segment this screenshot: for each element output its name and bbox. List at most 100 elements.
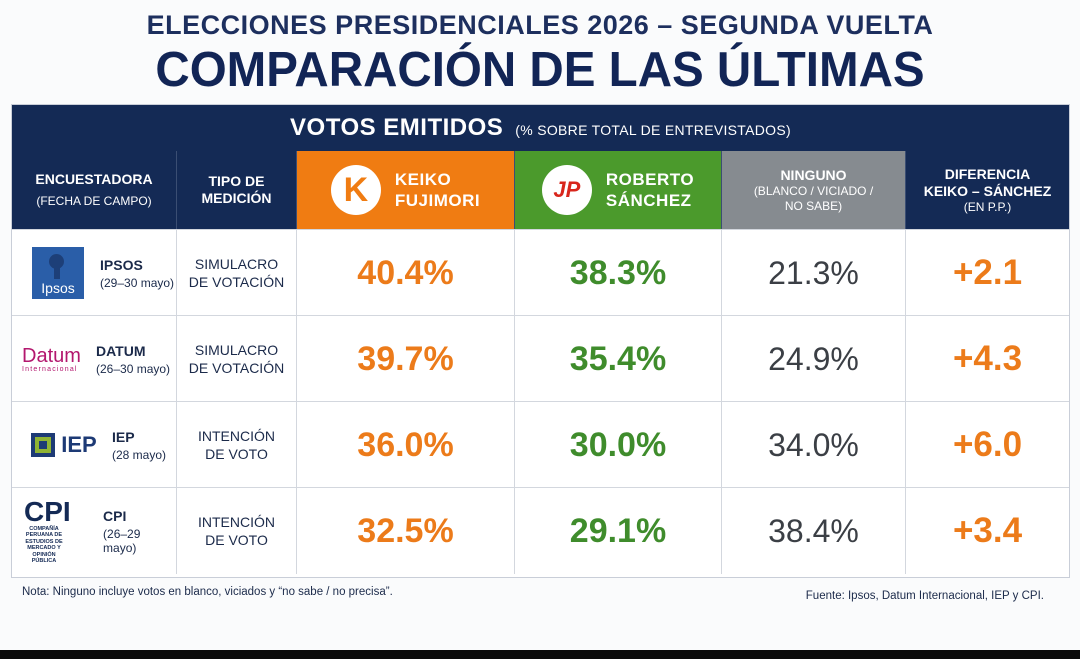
type-cell: INTENCIÓN DE VOTO — [177, 402, 297, 488]
keiko-value-cell: 36.0% — [297, 402, 515, 488]
col-header-none-sub2: NO SABE) — [784, 198, 843, 213]
col-header-none-label: NINGUNO — [780, 166, 847, 183]
pollster-date: (28 mayo) — [112, 447, 167, 462]
pollster-date: (26–29 mayo) — [103, 526, 141, 555]
keiko-value-cell: 39.7% — [297, 316, 515, 402]
type-line1: INTENCIÓN — [198, 514, 275, 530]
type-line2: DE VOTACIÓN — [188, 360, 285, 376]
none-value-cell: 21.3% — [722, 230, 906, 316]
cpi-logo-icon: CPI — [24, 495, 71, 527]
col-header-diff-line2: KEIKO – SÁNCHEZ — [923, 182, 1052, 199]
datum-logo-sub: Internacional — [22, 365, 78, 373]
sanchez-value-cell: 38.3% — [515, 230, 722, 316]
diff-value-cell: +6.0 — [906, 402, 1069, 488]
keiko-value: 40.4% — [357, 253, 454, 292]
keiko-value: 32.5% — [357, 511, 454, 550]
none-value-cell: 34.0% — [722, 402, 906, 488]
sanchez-value-cell: 30.0% — [515, 402, 722, 488]
none-value: 21.3% — [768, 254, 859, 291]
type-line1: SIMULACRO — [194, 342, 279, 358]
pollster-name: IPSOS — [100, 256, 143, 273]
none-value: 24.9% — [768, 340, 859, 377]
pollster-date: (26–30 mayo) — [96, 361, 171, 376]
type-cell: SIMULACRO DE VOTACIÓN — [177, 316, 297, 402]
cpi-logo-sub: COMPAÑÍA PERUANA DE ESTUDIOS DE MERCADO … — [25, 525, 63, 565]
sanchez-value-cell: 29.1% — [515, 488, 722, 574]
pollster-cell: CPI COMPAÑÍA PERUANA DE ESTUDIOS DE MERC… — [12, 488, 177, 574]
col-header-pollster-sub: (FECHA DE CAMPO) — [36, 194, 152, 208]
keiko-value-cell: 40.4% — [297, 230, 515, 316]
type-cell: SIMULACRO DE VOTACIÓN — [177, 230, 297, 316]
col-header-diff-sub: (EN P.P.) — [963, 199, 1012, 214]
page-subtitle: ELECCIONES PRESIDENCIALES 2026 – SEGUNDA… — [146, 10, 934, 40]
sanchez-logo-letter: JP — [553, 177, 581, 202]
keiko-value-cell: 32.5% — [297, 488, 515, 574]
band-subtitle: (% SOBRE TOTAL DE ENTREVISTADOS) — [515, 122, 791, 138]
keiko-logo-letter: K — [343, 170, 369, 209]
table-row: CPI COMPAÑÍA PERUANA DE ESTUDIOS DE MERC… — [12, 487, 1069, 574]
sanchez-logo-icon: JP — [541, 165, 592, 215]
poll-table: VOTOS EMITIDOS (% SOBRE TOTAL DE ENTREVI… — [11, 104, 1070, 578]
diff-value-cell: +3.4 — [906, 488, 1069, 574]
type-line1: INTENCIÓN — [198, 428, 275, 444]
bottom-bar — [0, 650, 1080, 659]
none-value: 38.4% — [768, 512, 859, 549]
diff-value-cell: +2.1 — [906, 230, 1069, 316]
pollster-cell: IEP IEP (28 mayo) — [12, 402, 177, 488]
diff-value: +4.3 — [952, 339, 1023, 378]
sanchez-value-cell: 35.4% — [515, 316, 722, 402]
iep-logo-icon — [31, 433, 56, 457]
ipsos-logo-icon: Ipsos — [32, 247, 84, 299]
footnote: Nota: Ninguno incluye votos en blanco, v… — [22, 586, 393, 598]
type-line2: DE VOTO — [205, 446, 268, 462]
keiko-value: 39.7% — [357, 339, 454, 378]
col-header-none: NINGUNO (BLANCO / VICIADO / NO SABE) — [722, 151, 906, 229]
none-value: 34.0% — [768, 426, 859, 463]
col-header-pollster-label: ENCUESTADORA — [35, 171, 153, 187]
table-row: Datum Internacional DATUM (26–30 mayo) S… — [12, 315, 1069, 402]
diff-value: +2.1 — [952, 253, 1023, 292]
keiko-value: 36.0% — [357, 425, 454, 464]
keiko-name-line1: KEIKO — [394, 170, 452, 189]
table-row: Ipsos IPSOS (29–30 mayo) SIMULACRO DE VOT… — [12, 229, 1069, 316]
type-line1: SIMULACRO — [194, 256, 279, 272]
col-header-sanchez: JP ROBERTO SÁNCHEZ — [515, 151, 722, 229]
sanchez-value: 38.3% — [569, 253, 667, 292]
datum-logo-icon: Datum — [22, 344, 81, 367]
keiko-logo-icon: K — [330, 165, 381, 215]
col-header-type: TIPO DE MEDICIÓN — [177, 151, 297, 229]
type-cell: INTENCIÓN DE VOTO — [177, 488, 297, 574]
pollster-cell: Datum Internacional DATUM (26–30 mayo) — [12, 316, 177, 402]
keiko-name-line2: FUJIMORI — [394, 191, 481, 210]
sanchez-name-line2: SÁNCHEZ — [605, 191, 692, 210]
pollster-name: DATUM — [96, 342, 146, 359]
diff-value: +6.0 — [952, 425, 1023, 464]
pollster-cell: Ipsos IPSOS (29–30 mayo) — [12, 230, 177, 316]
col-header-keiko: K KEIKO FUJIMORI — [297, 151, 515, 229]
sanchez-value: 29.1% — [569, 511, 667, 550]
col-header-pollster: ENCUESTADORA (FECHA DE CAMPO) — [12, 151, 177, 229]
table-band: VOTOS EMITIDOS (% SOBRE TOTAL DE ENTREVI… — [12, 105, 1069, 151]
sanchez-name-line1: ROBERTO — [605, 170, 695, 189]
col-header-type-line1: TIPO DE — [208, 173, 265, 189]
band-title: VOTOS EMITIDOS — [290, 114, 504, 141]
ipsos-logo-text: Ipsos — [41, 280, 75, 296]
table-row: IEP IEP (28 mayo) INTENCIÓN DE VOTO 36.0%… — [12, 401, 1069, 488]
type-line2: DE VOTO — [205, 532, 268, 548]
none-value-cell: 38.4% — [722, 488, 906, 574]
iep-logo-text: IEP — [61, 432, 97, 457]
pollster-name: CPI — [103, 507, 127, 524]
col-header-type-line2: MEDICIÓN — [201, 190, 272, 206]
pollster-name: IEP — [112, 428, 135, 445]
type-line2: DE VOTACIÓN — [188, 274, 285, 290]
col-header-none-sub1: (BLANCO / VICIADO / — [753, 183, 874, 198]
sanchez-value: 35.4% — [569, 339, 667, 378]
source-note: Fuente: Ipsos, Datum Internacional, IEP … — [805, 590, 1044, 602]
diff-value: +3.4 — [952, 511, 1023, 550]
col-header-diff: DIFERENCIA KEIKO – SÁNCHEZ (EN P.P.) — [906, 151, 1069, 229]
col-header-diff-line1: DIFERENCIA — [944, 165, 1031, 182]
pollster-date: (29–30 mayo) — [100, 275, 175, 290]
diff-value-cell: +4.3 — [906, 316, 1069, 402]
sanchez-value: 30.0% — [569, 425, 667, 464]
none-value-cell: 24.9% — [722, 316, 906, 402]
